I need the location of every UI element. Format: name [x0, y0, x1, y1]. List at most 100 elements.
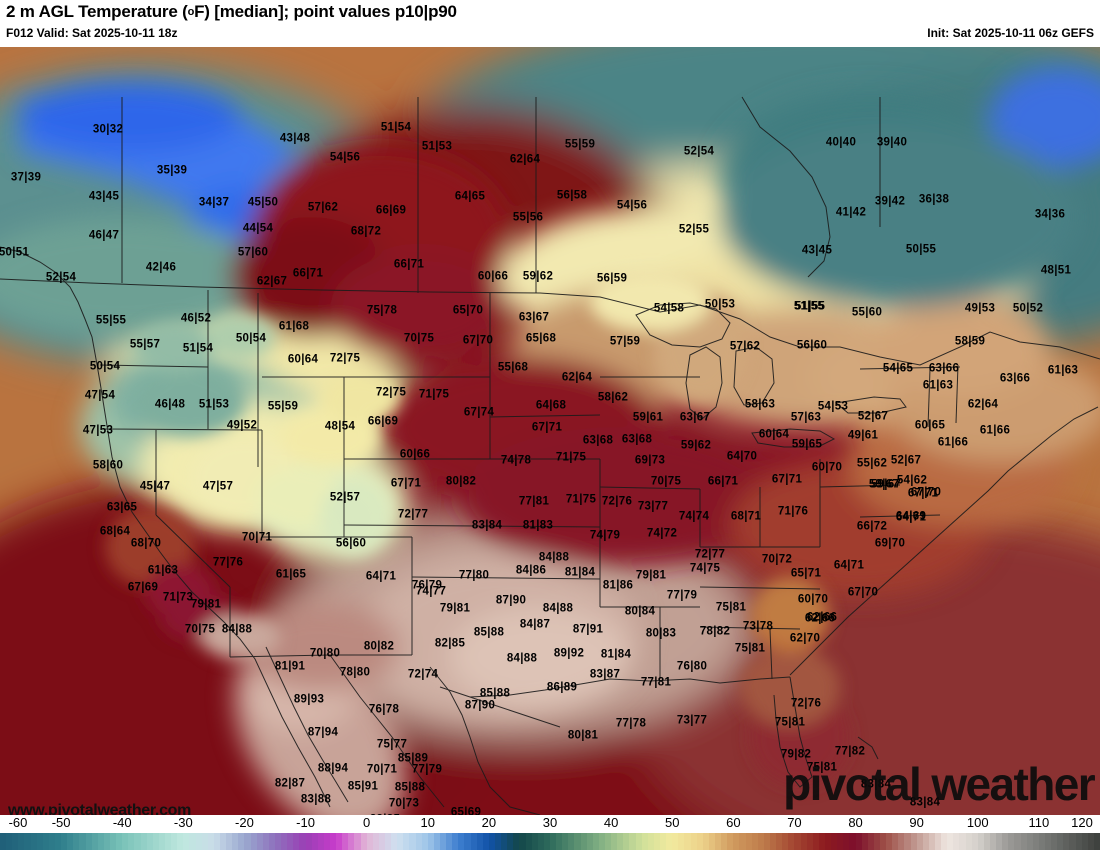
point-value-label: 75|81	[734, 642, 766, 655]
point-value-label: 50|55	[905, 243, 937, 256]
point-value-label: 55|60	[851, 306, 883, 319]
point-value-label: 55|59	[564, 138, 596, 151]
point-value-label: 59|62	[522, 270, 554, 283]
point-value-label: 67|71	[907, 487, 939, 500]
colorbar-swatch	[311, 833, 319, 850]
point-value-label: 49|53	[964, 302, 996, 315]
colorbar-swatch	[61, 833, 68, 850]
point-value-label: 56|58	[556, 189, 588, 202]
colorbar-tick: -40	[112, 815, 132, 830]
point-value-label: 78|80	[339, 666, 371, 679]
colorbar-swatch	[415, 833, 423, 850]
state-line-sd-ne	[489, 414, 601, 418]
colorbar-swatch	[403, 833, 411, 850]
point-value-label: 83|84	[909, 796, 941, 809]
point-value-label: 43|45	[801, 244, 833, 257]
point-value-label: 55|68	[497, 361, 529, 374]
point-value-label: 52|57	[329, 491, 361, 504]
colorbar-swatch	[122, 833, 129, 850]
point-value-label: 88|94	[317, 762, 349, 775]
colorbar-tick: -60	[8, 815, 28, 830]
colorbar-swatch	[690, 833, 698, 850]
point-value-label: 85|88	[479, 687, 511, 700]
colorbar-swatch	[660, 833, 667, 850]
colorbar-swatch	[79, 833, 87, 850]
point-value-label: 46|52	[180, 312, 212, 325]
colorbar-gradient-strip[interactable]	[0, 833, 1100, 850]
gulf-of-california	[265, 646, 349, 803]
colorbar-swatch	[354, 833, 362, 850]
point-value-label: 66|72	[856, 520, 888, 533]
colorbar-swatch	[391, 833, 398, 850]
point-value-label: 80|83	[645, 627, 677, 640]
point-value-label: 60|70	[797, 593, 829, 606]
colorbar-swatch	[488, 833, 496, 850]
point-value-label: 56|60	[796, 339, 828, 352]
point-value-label: 55|57	[129, 338, 161, 351]
point-value-label: 83|84	[860, 778, 892, 791]
hudson-bay-coast	[741, 96, 831, 278]
point-value-label: 79|82	[780, 748, 812, 761]
point-value-label: 76|80	[676, 660, 708, 673]
colorbar-swatch	[611, 833, 618, 850]
point-value-label: 68|72	[350, 225, 382, 238]
point-value-label: 49|52	[226, 419, 258, 432]
colorbar-swatch	[519, 833, 527, 850]
colorbar-swatch	[605, 833, 612, 850]
point-value-label: 60|65	[914, 419, 946, 432]
point-value-label: 67|69	[127, 581, 159, 594]
colorbar-swatch	[892, 833, 899, 850]
colorbar-swatch	[42, 833, 50, 850]
point-value-label: 76|78	[368, 703, 400, 716]
colorbar-swatch	[360, 833, 368, 850]
point-value-label: 70|72	[761, 553, 793, 566]
point-value-label: 77|81	[518, 495, 550, 508]
colorbar-swatch	[201, 833, 209, 850]
colorbar-swatch	[501, 833, 508, 850]
weather-map-canvas[interactable]: 30|32 37|39 43|45 35|39 34|37 45|50 46|47 44|54…	[0, 47, 1100, 815]
point-value-label: 50|54	[235, 332, 267, 345]
colorbar-tick: 50	[664, 815, 680, 830]
state-line-or-ca	[103, 428, 263, 431]
point-value-label: 64|71	[895, 511, 927, 524]
colorbar-swatch	[983, 833, 991, 850]
colorbar-swatch	[910, 833, 918, 850]
point-value-label: 75|77	[376, 738, 408, 751]
colorbar-swatch	[617, 833, 624, 850]
point-value-label: 64|70	[726, 450, 758, 463]
colorbar-tick: -50	[51, 815, 71, 830]
state-line-ok-tx	[411, 576, 601, 580]
colorbar-swatch	[739, 833, 747, 850]
point-value-label: 75|78	[366, 304, 398, 317]
page-title: 2 m AGL Temperature (oF) [median]; point…	[6, 2, 457, 22]
point-value-label: 62|66	[804, 612, 836, 625]
state-line-az-mx	[229, 654, 331, 658]
point-value-label: 61|63	[1047, 364, 1079, 377]
point-value-label: 77|76	[212, 556, 244, 569]
lake-ontario	[834, 396, 907, 414]
point-value-label: 83|87	[589, 668, 621, 681]
point-value-label: 80|82	[445, 475, 477, 488]
point-value-label: 62|66	[806, 611, 838, 624]
colorbar-swatch	[598, 833, 606, 850]
atlantic-coastline	[789, 406, 1099, 676]
colorbar-swatch	[684, 833, 692, 850]
colorbar-swatch	[495, 833, 502, 850]
point-value-label: 37|39	[10, 171, 42, 184]
colorbar-swatch	[232, 833, 239, 850]
point-value-label: 65|71	[790, 567, 822, 580]
point-value-label: 61|65	[275, 568, 307, 581]
temperature-colorbar[interactable]: -60 -50 -40 -30 -20 -10 0 10 20 30 40 50 60 70 80 90 100…	[0, 815, 1100, 850]
colorbar-swatch	[287, 833, 294, 850]
bahamas-coastline	[857, 736, 879, 760]
colorbar-swatch	[855, 833, 863, 850]
point-value-label: 61|66	[937, 436, 969, 449]
point-value-label: 59|61	[632, 411, 664, 424]
point-value-label: 67|70	[462, 334, 494, 347]
colorbar-swatch	[861, 833, 869, 850]
colorbar-swatch	[440, 833, 447, 850]
point-value-label: 58|62	[597, 391, 629, 404]
colorbar-swatch	[1002, 833, 1009, 850]
degree-symbol: o	[187, 6, 195, 18]
point-value-label: 54|56	[616, 199, 648, 212]
